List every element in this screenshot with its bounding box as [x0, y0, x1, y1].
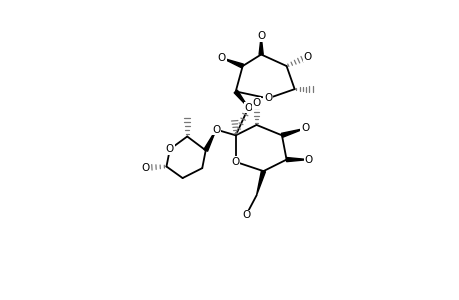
Polygon shape [256, 171, 265, 195]
Text: O: O [212, 124, 220, 135]
Text: O: O [300, 123, 308, 134]
Polygon shape [203, 130, 216, 151]
Text: O: O [141, 163, 150, 173]
Text: O: O [304, 154, 312, 165]
Text: O: O [252, 98, 260, 108]
Polygon shape [258, 36, 263, 55]
Text: O: O [263, 93, 272, 103]
Text: O: O [231, 157, 239, 167]
Text: O: O [241, 210, 250, 220]
Text: O: O [302, 52, 311, 62]
Text: O: O [165, 144, 174, 154]
Text: O: O [217, 53, 225, 63]
Polygon shape [286, 158, 308, 162]
Text: O: O [244, 103, 252, 112]
Polygon shape [281, 128, 304, 137]
Text: O: O [257, 31, 265, 41]
Polygon shape [234, 90, 248, 108]
Polygon shape [221, 58, 243, 68]
